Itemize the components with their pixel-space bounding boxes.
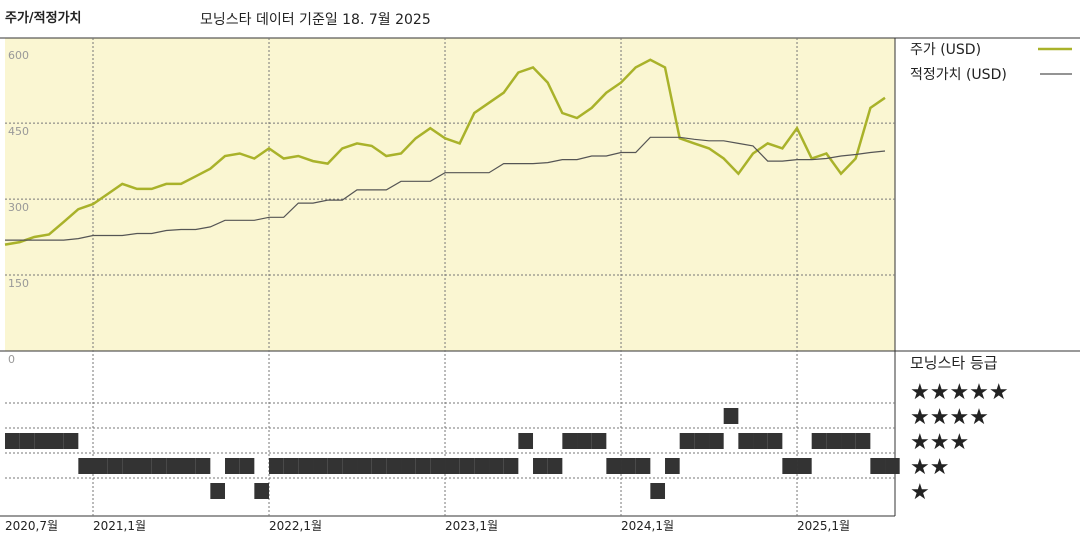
rating-bar xyxy=(107,458,123,474)
rating-bar xyxy=(386,458,402,474)
rating-bar xyxy=(885,458,900,474)
rating-bar xyxy=(547,458,563,474)
rating-bar xyxy=(298,458,314,474)
rating-level-label: ★★ xyxy=(910,455,949,480)
rating-title: 모닝스타 등급 xyxy=(910,354,998,372)
rating-level-label: ★★★★ xyxy=(910,405,989,430)
rating-bar xyxy=(19,433,35,449)
rating-bar xyxy=(870,458,886,474)
chart-subtitle: 모닝스타 데이터 기준일 18. 7월 2025 xyxy=(200,12,431,28)
rating-bar xyxy=(489,458,504,474)
rating-bar xyxy=(797,458,812,474)
y-tick-label: 0 xyxy=(8,353,15,366)
rating-bar xyxy=(503,458,519,474)
plot-background xyxy=(5,38,895,351)
rating-bar xyxy=(137,458,152,474)
rating-bar xyxy=(181,458,196,474)
rating-bar xyxy=(591,433,607,449)
rating-bar xyxy=(738,433,754,449)
rating-bar xyxy=(401,458,416,474)
series-line xyxy=(5,136,886,241)
rating-bar xyxy=(811,433,827,449)
rating-bar xyxy=(357,458,372,474)
rating-bar xyxy=(239,458,255,474)
rating-level-label: ★ xyxy=(910,480,930,505)
rating-bar xyxy=(63,433,79,449)
rating-bar xyxy=(166,458,182,474)
rating-bar xyxy=(78,458,94,474)
rating-bar xyxy=(195,458,211,474)
y-tick-label: 150 xyxy=(8,277,29,290)
y-tick-label: 450 xyxy=(8,125,29,138)
series-line xyxy=(4,58,886,246)
rating-bar xyxy=(621,458,636,474)
rating-bar xyxy=(841,433,856,449)
y-tick-label: 600 xyxy=(8,49,29,62)
rating-bar xyxy=(518,433,534,449)
rating-bar xyxy=(753,433,768,449)
x-tick-label: 2020,7월 xyxy=(5,519,58,533)
rating-bar xyxy=(34,433,50,449)
rating-bar xyxy=(371,458,387,474)
rating-bar xyxy=(782,458,798,474)
rating-bar xyxy=(327,458,343,474)
rating-bar xyxy=(5,433,20,449)
rating-bar xyxy=(49,433,64,449)
x-tick-label: 2021,1월 xyxy=(93,519,146,533)
rating-bar xyxy=(254,483,270,499)
rating-bar xyxy=(430,458,446,474)
rating-bar xyxy=(93,458,108,474)
rating-bar xyxy=(679,433,695,449)
rating-bar xyxy=(606,458,622,474)
rating-bar xyxy=(342,458,358,474)
rating-bar xyxy=(694,433,710,449)
rating-bar xyxy=(665,458,680,474)
x-tick-label: 2023,1월 xyxy=(445,519,498,533)
rating-bar xyxy=(445,458,460,474)
x-tick-label: 2024,1월 xyxy=(621,519,674,533)
rating-bar xyxy=(650,483,666,499)
rating-bar xyxy=(122,458,138,474)
rating-level-label: ★★★★★ xyxy=(910,380,1009,405)
rating-bar xyxy=(225,458,240,474)
x-tick-label: 2022,1월 xyxy=(269,519,322,533)
rating-bar xyxy=(577,433,592,449)
rating-bar xyxy=(269,458,284,474)
rating-bar xyxy=(313,458,328,474)
x-tick-label: 2025,1월 xyxy=(797,519,850,533)
rating-bar xyxy=(459,458,475,474)
rating-bar xyxy=(562,433,578,449)
rating-bar xyxy=(635,458,651,474)
rating-bar xyxy=(533,458,548,474)
rating-bar xyxy=(210,483,226,499)
rating-bar xyxy=(415,458,431,474)
legend-label: 적정가치 (USD) xyxy=(910,67,1007,83)
rating-bar xyxy=(709,433,724,449)
rating-bar xyxy=(855,433,871,449)
rating-bar xyxy=(151,458,167,474)
rating-level-label: ★★★ xyxy=(910,430,969,455)
y-tick-label: 300 xyxy=(8,201,29,214)
rating-bar xyxy=(767,433,783,449)
rating-bar xyxy=(474,458,490,474)
legend-label: 주가 (USD) xyxy=(910,42,981,58)
rating-bar xyxy=(723,408,739,424)
chart-title: 주가/적정가치 xyxy=(5,10,82,26)
rating-rows xyxy=(5,402,895,479)
rating-bar xyxy=(283,458,299,474)
rating-bar xyxy=(826,433,842,449)
